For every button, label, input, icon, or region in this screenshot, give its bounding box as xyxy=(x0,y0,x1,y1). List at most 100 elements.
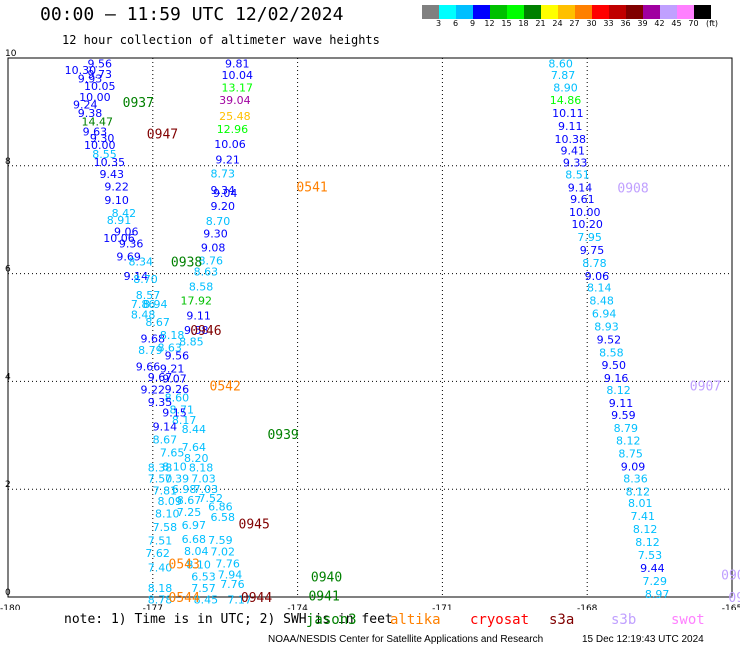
wave-height-value: 8.70 xyxy=(133,273,158,286)
pass-time-label: 0544 xyxy=(169,591,200,606)
wave-height-value: 7.95 xyxy=(577,231,602,244)
wave-height-value: 7.03 xyxy=(194,483,219,496)
wave-height-value: 9.41 xyxy=(560,145,585,158)
wave-height-value: 39.04 xyxy=(219,94,251,107)
wave-height-value: 8.10 xyxy=(162,461,187,474)
wave-height-value: 7.40 xyxy=(148,561,173,574)
x-tick-label: -168 xyxy=(577,604,598,610)
wave-height-value: 8.14 xyxy=(587,282,612,295)
wave-height-value: 8.78 xyxy=(148,594,173,607)
wave-height-value: 8.12 xyxy=(633,523,658,536)
wave-height-value: 8.51 xyxy=(565,168,590,181)
wave-height-value: 9.20 xyxy=(211,200,236,213)
wave-height-value: 8.97 xyxy=(645,588,670,601)
wave-height-value: 10.00 xyxy=(79,91,111,104)
legend-label-row: 3 6 9 12 15 18 21 24 27 30 33 36 39 42 45 70 (ft) xyxy=(422,19,722,28)
legend-label: 24 xyxy=(552,19,563,28)
wave-height-value: 9.08 xyxy=(201,242,226,255)
wave-height-value: 6.86 xyxy=(208,500,233,513)
legend-label: 12 xyxy=(484,19,495,28)
wave-height-value: 8.70 xyxy=(206,215,231,228)
x-tick-label: -177 xyxy=(143,604,163,610)
x-tick-label: -171 xyxy=(432,604,452,610)
timestamp-text: 15 Dec 12:19:43 UTC 2024 xyxy=(582,634,704,645)
wave-height-value: 8.10 xyxy=(155,507,180,520)
wave-height-value: 7.02 xyxy=(211,546,236,559)
legend-swatch xyxy=(456,5,473,19)
wave-height-value: 8.67 xyxy=(177,494,202,507)
legend-label: 18 xyxy=(518,19,529,28)
legend-swatch xyxy=(694,5,711,19)
x-tick-label: -180 xyxy=(0,604,21,610)
wave-height-value: 9.11 xyxy=(558,120,583,133)
pass-time-label: 0542 xyxy=(210,380,241,395)
pass-time-label: 0940 xyxy=(311,571,342,586)
wave-height-value: 8.60 xyxy=(165,392,190,405)
wave-height-value: 8.91 xyxy=(107,214,132,227)
wave-height-value: 7.03 xyxy=(191,472,216,485)
wave-height-value: 9.56 xyxy=(87,57,112,70)
wave-height-value: 10.35 xyxy=(94,156,126,169)
pass-time-label: 0906 xyxy=(721,568,740,583)
wave-height-value: 9.30 xyxy=(203,228,228,241)
pass-time-label: 0946 xyxy=(190,324,221,339)
wave-height-value: 8.45 xyxy=(194,594,219,607)
y-tick-label: 6 xyxy=(5,265,11,275)
pass-time-label: 0937 xyxy=(123,96,154,111)
wave-height-value: 6.98 xyxy=(172,483,197,496)
plot-frame xyxy=(7,57,733,598)
wave-height-value: 7.59 xyxy=(208,534,233,547)
legend-label: 45 xyxy=(671,19,682,28)
legend-swatch xyxy=(541,5,558,19)
legend-swatch xyxy=(422,5,439,19)
wave-height-value: 8.63 xyxy=(194,265,219,278)
wave-height-value: 9.10 xyxy=(104,194,129,207)
wave-height-value: 9.68 xyxy=(141,332,166,345)
legend-label: 36 xyxy=(620,19,631,28)
wave-height-value: 7.65 xyxy=(160,447,185,460)
legend-swatch xyxy=(490,5,507,19)
wave-height-value: 10.20 xyxy=(571,218,603,231)
legend-label: 3 xyxy=(435,19,442,28)
wave-height-value: 8.12 xyxy=(635,536,660,549)
wave-height-value: 8.48 xyxy=(131,309,156,322)
chart-title: 00:00 — 11:59 UTC 12/02/2024 xyxy=(40,4,344,25)
wave-height-value: 8.90 xyxy=(553,82,578,95)
legend-swatch xyxy=(660,5,677,19)
satellite-label-swot: swot xyxy=(671,612,705,628)
wave-height-value: 9.38 xyxy=(78,107,103,120)
wave-height-value: 9.24 xyxy=(73,98,98,111)
wave-height-value: 9.43 xyxy=(100,168,125,181)
wave-height-value: 9.44 xyxy=(640,562,665,575)
wave-height-value: 8.58 xyxy=(599,346,624,359)
legend-swatch xyxy=(439,5,456,19)
wave-height-value: 8.55 xyxy=(92,148,117,161)
wave-height-value: 8.18 xyxy=(148,582,173,595)
wave-height-value: 8.34 xyxy=(128,256,153,269)
satellite-label-jason3: jason3 xyxy=(306,612,357,628)
wave-height-value: 7.64 xyxy=(182,441,207,454)
wave-height-value: 6.97 xyxy=(182,519,207,532)
wave-height-value: 6.53 xyxy=(191,571,216,584)
wave-height-value: 8.48 xyxy=(589,295,614,308)
wave-height-value: 9.21 xyxy=(215,153,240,166)
pass-time-label: 0944 xyxy=(241,591,272,606)
legend-label: 27 xyxy=(569,19,580,28)
wave-height-value: 9.52 xyxy=(597,333,622,346)
wave-height-value: 25.48 xyxy=(219,110,251,123)
wave-height-value: 9.11 xyxy=(186,310,211,323)
wave-height-plot: -180 -177 -174 -171 -168 -16502468109.5610.30… xyxy=(0,49,740,610)
wave-height-value: 9.34 xyxy=(211,184,236,197)
wave-height-value: 9.14 xyxy=(153,421,178,434)
y-tick-label: 0 xyxy=(5,588,11,598)
wave-height-value: 10.05 xyxy=(84,80,116,93)
wave-height-value: 10.06 xyxy=(103,232,135,245)
wave-height-value: 9.07 xyxy=(162,373,187,386)
wave-height-value: 9.67 xyxy=(148,371,173,384)
x-tick-label: -165 xyxy=(722,604,740,610)
wave-height-value: 10.11 xyxy=(552,107,584,120)
x-tick-label: -174 xyxy=(287,604,308,610)
satellite-label-altika: altika xyxy=(390,612,441,628)
wave-height-value: 8.12 xyxy=(616,435,641,448)
